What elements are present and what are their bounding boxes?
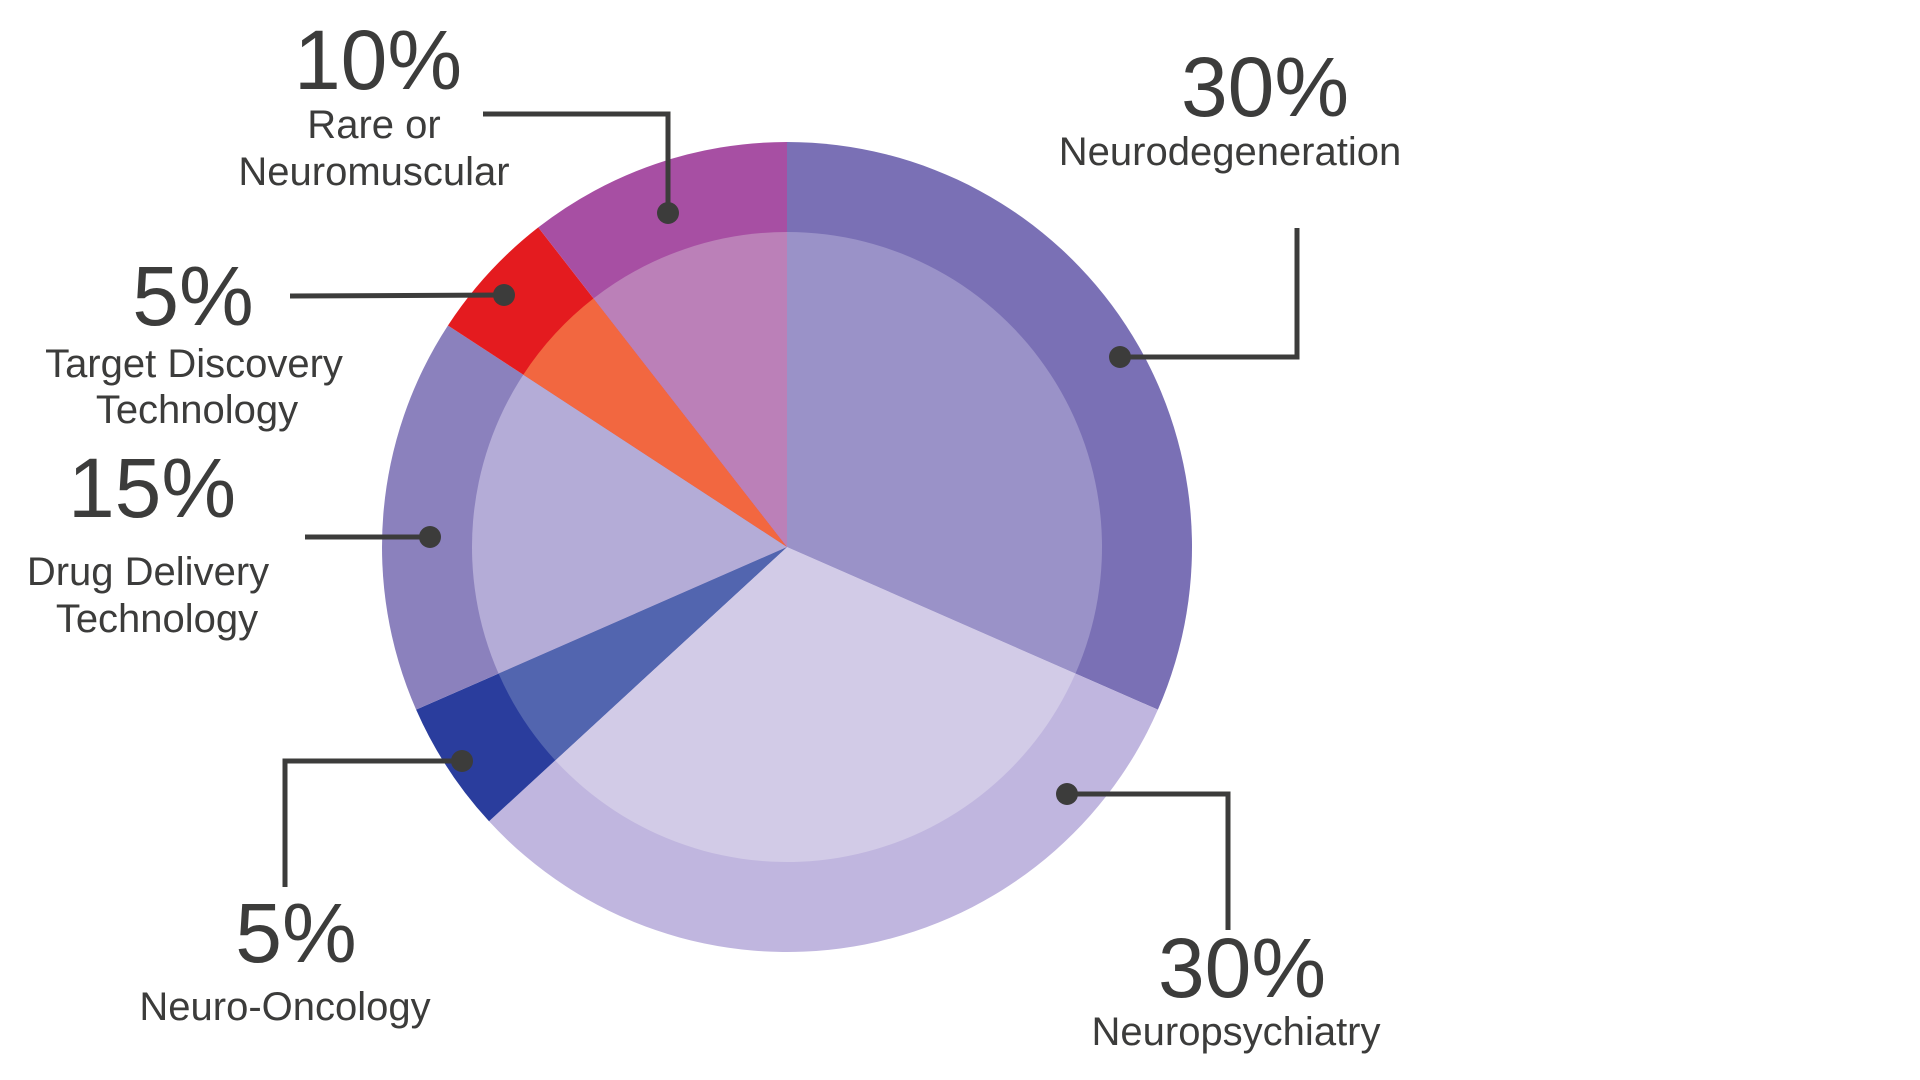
leader-line-neuro-oncology [282,758,462,887]
leader-line-neurodegeneration [1120,228,1300,360]
leader-dot-drug-delivery-technology [419,526,441,548]
pie-slice-inner-drug-delivery-technology [471,374,787,674]
pie-slice-inner-neuro-oncology [498,547,787,761]
leader-dot-target-discovery-technology [493,284,515,306]
leader-dot-neuro-oncology [451,750,473,772]
leader-line-target-discovery-technology [289,292,505,299]
pie-slice-inner-target-discovery-technology [523,298,787,547]
pie-slice-inner-rare-or-neuromuscular [593,232,787,547]
leader-dot-rare-or-neuromuscular [657,202,679,224]
pie-slice-inner-neuropsychiatry [555,547,1076,863]
leader-line-rare-or-neuromuscular [483,111,671,213]
leader-dot-neuropsychiatry [1056,783,1078,805]
leader-dot-neurodegeneration [1109,346,1131,368]
pie-slice-inner-neurodegeneration [787,232,1103,674]
leader-line-neuropsychiatry [1067,791,1231,930]
